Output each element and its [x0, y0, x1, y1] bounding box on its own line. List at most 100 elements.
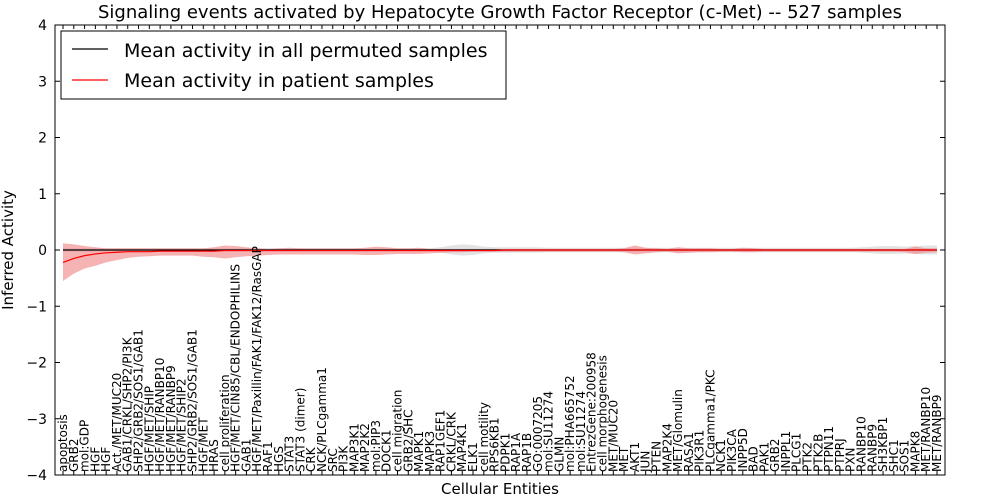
x-tick-label: GAB1/CRKL/SHP2/PI3K: [121, 336, 135, 472]
x-tick-label: MET/Glomulin: [671, 389, 685, 472]
x-tick-label: CRK: [304, 446, 318, 472]
x-tick-label: mol:PIP3: [369, 420, 383, 472]
patient-mean-line: [62, 249, 937, 263]
legend-label-patient: Mean activity in patient samples: [124, 70, 434, 92]
x-tick-label: HGF/MET/CIN85/CBL/ENDOPHILINS: [229, 264, 243, 472]
x-tick-label: mol:GDP: [78, 420, 92, 472]
x-tick-label: apoptosis: [56, 414, 70, 472]
x-tick-label: GRB2: [768, 438, 782, 472]
x-tick-label: NCK1: [714, 439, 728, 472]
x-tick-label: HGF: [99, 447, 113, 472]
x-tick-label: STAT3: [283, 436, 297, 472]
x-tick-label: SHP2/GRB2/SOS1/GAB1: [185, 329, 199, 472]
x-tick-label: MAP2K4: [660, 423, 674, 472]
x-tick-label: GO:0007205: [531, 396, 545, 472]
x-tick-label: PTEN: [649, 441, 663, 472]
x-tick-label: MAP3K1: [347, 423, 361, 472]
x-tick-label: PXN: [844, 448, 858, 472]
patient-band: [63, 243, 937, 281]
x-tick-label: RPS6KB1: [488, 417, 502, 472]
x-tick-label: Act./MET/MUC20: [110, 373, 124, 472]
x-tick-label: MAPK3: [423, 431, 437, 472]
x-tick-label: HGF/MET/RANBP10: [153, 358, 167, 472]
x-tick-label: STAT3 (dimer): [293, 388, 307, 472]
chart-title: Signaling events activated by Hepatocyte…: [98, 2, 902, 23]
x-tick-label: BAD: [747, 446, 761, 472]
x-tick-label: PTK2B: [811, 434, 825, 472]
x-tick-label: HGF/MET/SHIP: [142, 386, 156, 472]
x-tick-label: SOS1: [898, 440, 912, 472]
y-tick-label: 4: [38, 18, 47, 34]
x-tick-label: HGF/MET/RANBP9: [164, 365, 178, 472]
x-tick-label: RANBP9: [865, 424, 879, 472]
y-tick-label: 1: [38, 187, 47, 203]
x-tick-label: DOCK1: [380, 429, 394, 472]
x-tick-label: mol:SU11274: [574, 391, 588, 472]
y-axis-label: Inferred Activity: [0, 190, 17, 310]
x-tick-label: MET/MUC20: [606, 400, 620, 472]
x-tick-label: HGF: [88, 447, 102, 472]
x-tick-label: SRC: [326, 448, 340, 472]
x-tick-label: AKT1: [628, 442, 642, 472]
x-tick-label: GLMN: [552, 437, 566, 472]
x-tick-label: CRKL/CRK: [444, 411, 458, 472]
x-tick-label: GRB2: [67, 438, 81, 472]
legend: Mean activity in all permuted samples Me…: [60, 30, 507, 100]
x-tick-label: mol:PHA665752: [563, 375, 577, 472]
x-tick-label: cell morphogenesis: [596, 355, 610, 472]
x-tick-label: PAK1: [757, 442, 771, 472]
x-tick-label: MAP2K2: [358, 423, 372, 472]
x-tick-label: cell motility: [477, 402, 491, 472]
x-tick-label: PIK3R1: [693, 430, 707, 472]
x-tick-label: MAP4K1: [455, 423, 469, 472]
x-tick-label: RAP1A: [509, 432, 523, 472]
x-tick-label: SHP2/GRB2/SOS1/GAB1: [132, 329, 146, 472]
y-tick-label: 0: [38, 243, 47, 259]
x-tick-label: NCK/PLCgamma1: [315, 367, 329, 472]
x-tick-label: JUN: [639, 451, 653, 473]
x-tick-label: GRB2/SHC: [401, 409, 415, 472]
x-tick-label: HGS: [272, 446, 286, 472]
x-tick-label: PI3K: [337, 445, 351, 472]
x-tick-label: GAB1: [239, 439, 253, 472]
x-tick-label: ELK1: [466, 442, 480, 472]
x-axis-label: Cellular Entities: [441, 480, 559, 498]
x-tick-label: PIK3CA: [725, 428, 739, 472]
x-tick-label: EntrezGene:200958: [585, 352, 599, 472]
x-tick-label: RAP1B: [520, 433, 534, 472]
x-tick-label: cell proliferation: [218, 374, 232, 472]
x-tick-label: INPP5D: [736, 428, 750, 472]
x-tick-label: PTPRJ: [833, 438, 847, 472]
x-tick-label: PTPN11: [822, 426, 836, 472]
x-tick-label: HRAS: [207, 439, 221, 472]
y-tick-label: −2: [26, 356, 47, 372]
x-tick-label: PLCG1: [790, 433, 804, 472]
x-tick-label: PDPK1: [498, 433, 512, 472]
x-tick-label: HGF/MET/Paxillin/FAK1/FAK12/RasGAP: [250, 246, 264, 472]
x-tick-label: MAPK8: [908, 431, 922, 472]
legend-box: [60, 30, 507, 100]
legend-label-permuted: Mean activity in all permuted samples: [124, 40, 487, 62]
x-tick-label: MAPK1: [412, 431, 426, 472]
y-tick-label: 2: [38, 131, 47, 147]
x-tick-label: RAF1: [261, 441, 275, 472]
x-tick-label: RAP1GEF1: [434, 410, 448, 472]
x-tick-label: PLCgamma1/PKC: [703, 369, 717, 472]
y-tick-label: −4: [26, 468, 47, 484]
x-tick-label: MET/RANBP9: [930, 395, 944, 472]
x-tick-label: HGF/MET: [196, 417, 210, 472]
x-tick-label: HGF/MET/SHIP2: [175, 378, 189, 472]
x-tick-label: PTK2: [801, 442, 815, 472]
y-tick-label: −1: [26, 299, 47, 315]
x-tick-label: RASA1: [682, 432, 696, 472]
y-tick-label: −3: [26, 412, 47, 428]
x-tick-label: MET/RANBP10: [919, 387, 933, 472]
x-tick-label: MET: [617, 446, 631, 472]
x-tick-label: SH3KBP1: [876, 417, 890, 472]
x-tick-label: cell migration: [390, 390, 404, 472]
y-tick-label: 3: [38, 74, 47, 90]
x-tick-label: RANBP10: [854, 416, 868, 472]
x-tick-label: SHC1: [887, 439, 901, 472]
x-tick-label: mol:SU11274: [542, 391, 556, 472]
